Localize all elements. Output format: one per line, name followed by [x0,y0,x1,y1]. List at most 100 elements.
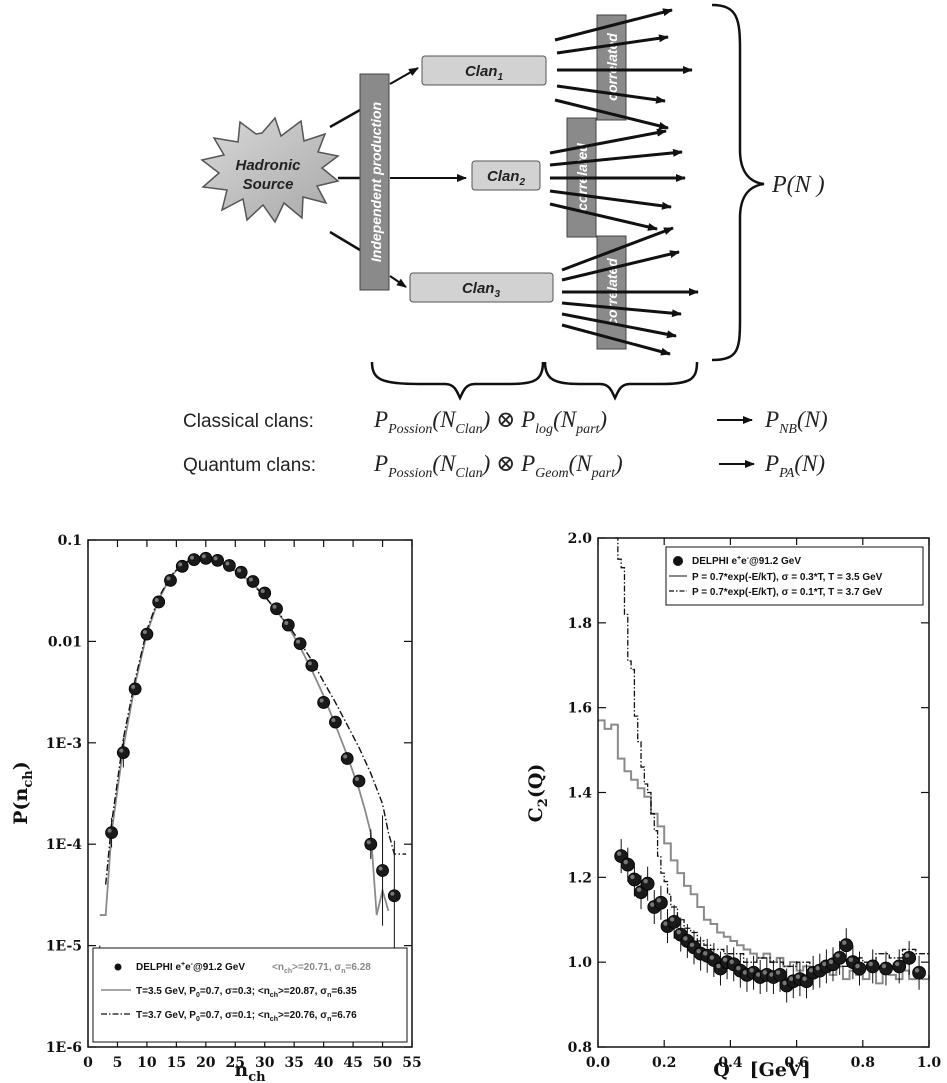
left-legend: DELPHI e+e-@91.2 GeV <nch>=20.71, σn=6.2… [92,947,408,1043]
data-point [329,715,342,729]
y-tick-label: 1E-6 [46,1040,82,1056]
svg-text:PPossion(NClan) ⊗ PGeom(Npart): PPossion(NClan) ⊗ PGeom(Npart) [373,451,623,481]
right-ylabel: C2(Q) [525,764,551,823]
data-point-highlight [636,887,642,892]
legend-entry-data-stats: <nch>=20.71, σn=6.28 [272,962,371,975]
data-point-highlight [331,718,336,723]
hadronic-source-label: Hadronic [235,157,301,174]
data-point-highlight [749,968,754,973]
data-point-highlight [190,555,195,560]
x-tick-label: 25 [226,1055,245,1071]
y-tick-label: 1E-4 [46,837,82,853]
data-point-highlight [166,576,171,581]
legend-dot-marker [673,556,683,566]
data-point [140,627,154,641]
data-point-highlight [272,604,277,609]
x-tick-label: 0.2 [652,1055,676,1071]
classical-clans-label: Classical clans: [183,411,314,432]
x-tick-label: 1.0 [917,1055,942,1071]
data-point-highlight [689,942,695,948]
data-point [128,682,142,696]
data-point-highlight [378,866,383,871]
legend-entry-dashdot: T=3.7 GeV, P0=0.7, σ=0.1; <nch>=20.76, σ… [136,1010,357,1023]
legend-dot-marker [114,963,122,971]
data-point-highlight [762,970,768,975]
data-point [281,618,295,632]
correlated-bar-1 [596,14,627,121]
y-tick-label: 0.1 [58,533,82,549]
right-xlabel: Q [GeV] [713,1059,810,1081]
data-point [317,696,331,709]
data-point-highlight [822,961,827,967]
x-tick-label: 0.6 [784,1055,808,1071]
quantum-clans-label: Quantum clans: [183,455,316,476]
data-point [199,551,213,565]
data-point-highlight [154,597,159,602]
x-tick-label: 40 [314,1055,334,1071]
legend-entry-data: DELPHI e+e-@91.2 GeV [136,961,245,973]
data-point [211,553,225,567]
data-point-highlight [914,968,920,973]
data-point [305,658,319,672]
correlation-chart: 0.0 0.2 0.4 0.6 0.8 1.00.81.01.21.41.61.82.0 … [525,531,942,1081]
data-point-highlight [178,562,183,567]
data-point [902,951,917,965]
x-tick-label: 45 [343,1055,362,1071]
particle-brace [543,361,699,401]
data-point-highlight [319,698,324,703]
clan-1-label: Clan1 [465,63,504,83]
data-point [293,637,307,651]
data-point-highlight [656,898,662,903]
data-point-highlight [683,936,688,941]
series-line-dashdot [104,558,407,885]
x-tick-label: 50 [373,1055,393,1071]
data-point-highlight [769,972,774,977]
data-point-highlight [390,891,395,896]
data-point [187,553,201,567]
data-point-highlight [696,948,701,954]
y-tick-label: 0.01 [48,634,82,650]
data-point-highlight [650,902,655,907]
data-point [879,961,893,976]
clan-brace [370,361,545,401]
data-point [152,595,166,609]
legend-entry-solid: T=3.5 GeV, P0=0.7, σ=0.3; <nch>=20.87, σ… [136,986,357,999]
data-point-highlight [107,828,112,833]
data-point [620,857,635,872]
data-point-highlight [669,917,675,922]
svg-text:PPossion(NClan) ⊗ Plog(Npart): PPossion(NClan) ⊗ Plog(Npart) [373,407,607,437]
data-point [234,565,248,579]
data-point [222,559,236,572]
data-point-highlight [213,556,218,561]
data-point-highlight [354,777,359,782]
data-point-highlight [343,754,348,759]
left-xlabel: nch [234,1059,266,1083]
data-point [640,876,655,891]
data-point [912,965,926,980]
clan-2-box [471,160,541,191]
hadronic-source-label-2: Source [243,176,294,193]
data-point [105,826,118,840]
correlated-label-1: correlated [604,33,620,101]
data-point [865,959,880,974]
pn-label: P(N ) [771,172,825,198]
data-point-highlight [828,959,834,964]
clan-2-label: Clan2 [487,168,526,188]
data-point-highlight [676,929,681,935]
x-tick-label: 0.0 [586,1055,611,1071]
data-point [340,752,354,765]
legend-entry-dashdot: P = 0.7*exp(-E/kT), σ = 0.1*T, T = 3.7 G… [692,587,883,598]
y-tick-label: 0.8 [568,1040,592,1056]
data-point [653,895,668,910]
y-tick-label: 1.0 [568,955,593,971]
svg-text:PPA(N): PPA(N) [764,451,825,481]
data-point [258,586,272,600]
data-point-highlight [225,561,230,566]
x-tick-label: 10 [137,1055,157,1071]
y-tick-label: 2.0 [568,531,593,547]
x-tick-label: 55 [402,1055,421,1071]
data-point-highlight [755,972,761,977]
data-point-highlight [260,589,265,594]
y-tick-label: 1.6 [568,701,592,717]
data-point-highlight [366,840,371,845]
